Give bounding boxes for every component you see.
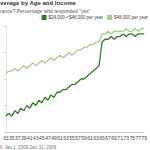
svg-text:55: 55 <box>69 135 75 141</box>
svg-text:41: 41 <box>27 135 33 141</box>
svg-text:67: 67 <box>105 135 111 141</box>
svg-text:47: 47 <box>45 135 51 141</box>
svg-text:$24,000-<$48,000 per year: $24,000-<$48,000 per year <box>49 15 104 20</box>
svg-text:61: 61 <box>87 135 93 141</box>
svg-text:77: 77 <box>135 135 141 141</box>
svg-text:49: 49 <box>51 135 57 141</box>
svg-text:43: 43 <box>33 135 39 141</box>
svg-text:73: 73 <box>123 135 129 141</box>
svg-text:69: 69 <box>111 135 117 141</box>
svg-text:79: 79 <box>141 135 147 141</box>
svg-text:39: 39 <box>21 135 27 141</box>
svg-text:37: 37 <box>15 135 21 141</box>
svg-text:verage by Age and Income: verage by Age and Income <box>0 0 76 6</box>
svg-text:59: 59 <box>81 135 87 141</box>
svg-text:ll, Jan 1, 2009-Dec 31, 2009: ll, Jan 1, 2009-Dec 31, 2009 <box>0 145 57 150</box>
svg-text:63: 63 <box>93 135 99 141</box>
svg-text:rance? Percentage who responde: rance? Percentage who responded "yes" <box>0 8 91 14</box>
svg-text:45: 45 <box>39 135 45 141</box>
svg-text:$48,000 per year: $48,000 per year <box>114 15 149 20</box>
svg-text:71: 71 <box>117 135 123 141</box>
svg-text:75: 75 <box>129 135 135 141</box>
svg-text:51: 51 <box>57 135 63 141</box>
svg-text:65: 65 <box>99 135 105 141</box>
svg-text:57: 57 <box>75 135 81 141</box>
svg-text:53: 53 <box>63 135 69 141</box>
svg-text:35: 35 <box>9 135 15 141</box>
svg-text:33: 33 <box>3 135 9 141</box>
